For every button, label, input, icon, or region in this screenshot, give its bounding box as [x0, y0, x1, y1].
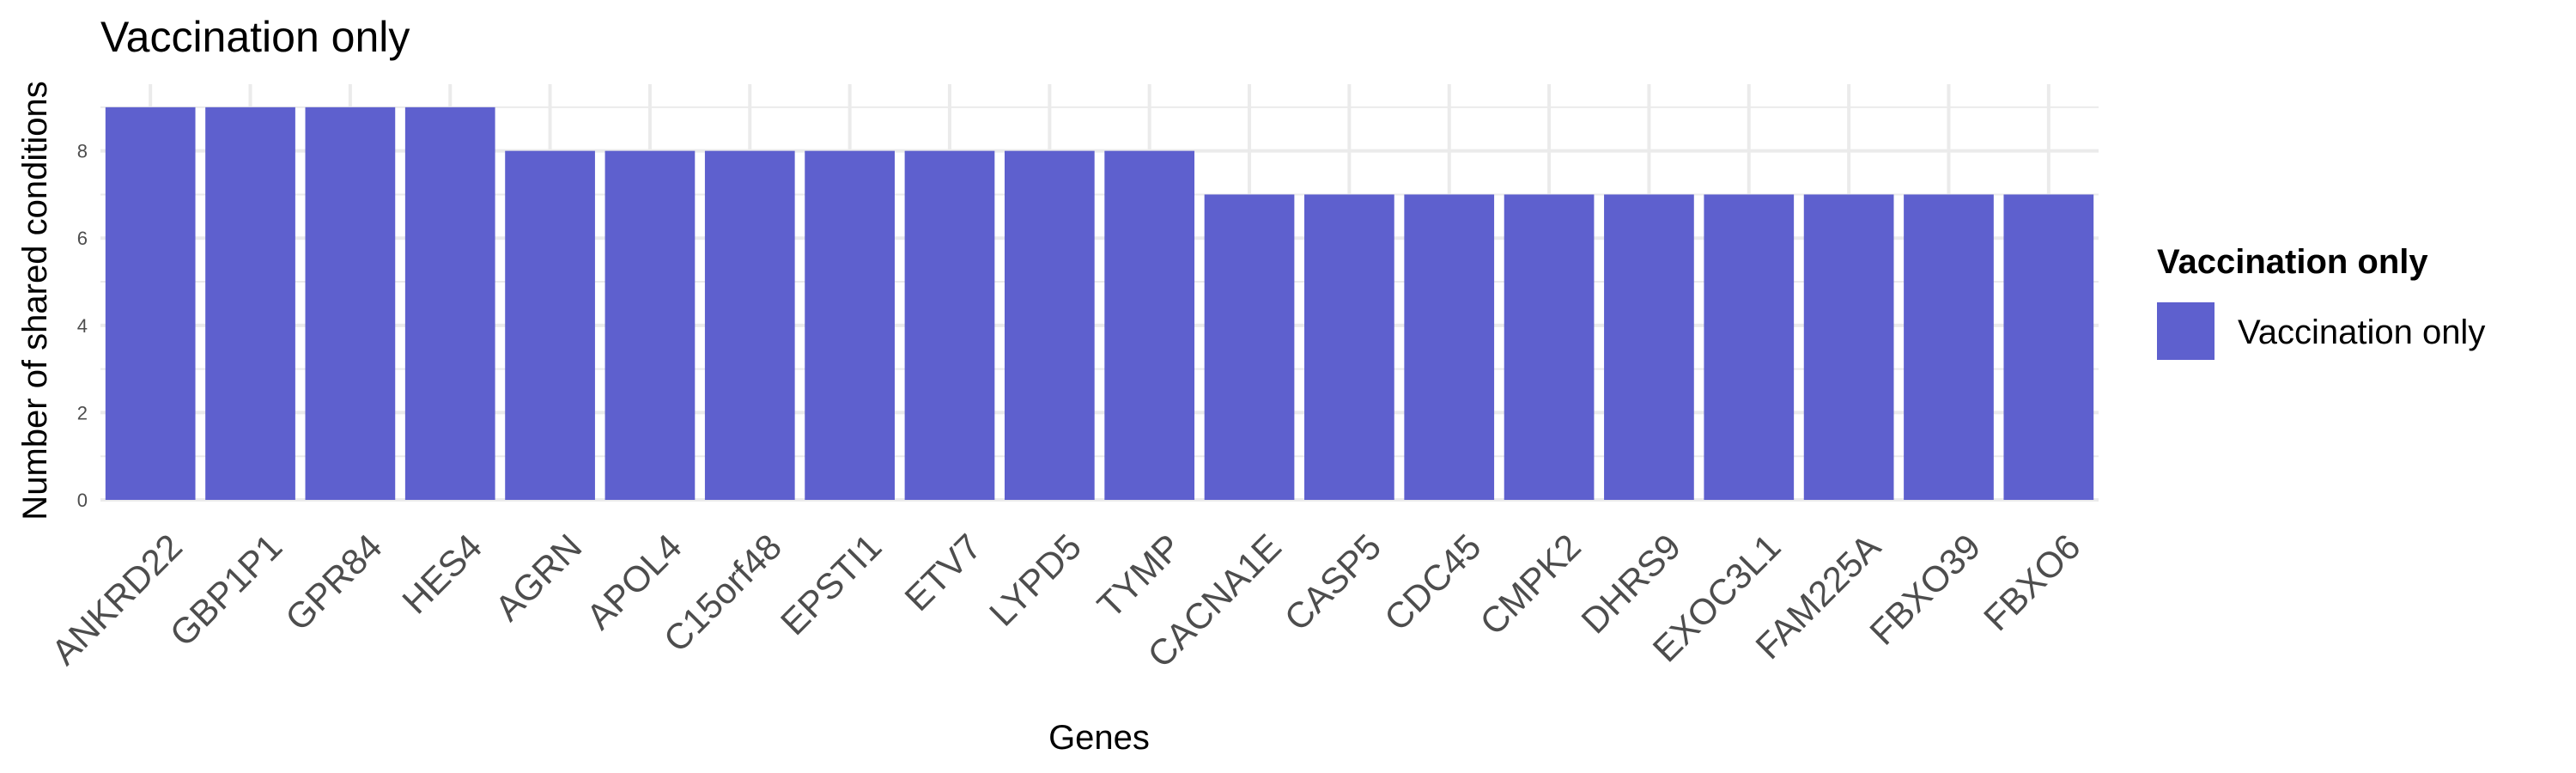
bar-gbp1p1 — [205, 107, 295, 500]
x-tick-label-epsti1: EPSTI1 — [773, 526, 890, 643]
bars-layer — [106, 107, 2093, 500]
y-tick-labels: 0 2 4 6 8 — [77, 141, 88, 511]
x-tick-label-etv7: ETV7 — [896, 526, 989, 619]
y-tick-label: 0 — [77, 490, 88, 511]
bar-fbxo6 — [2003, 194, 2093, 500]
chart-title: Vaccination only — [100, 13, 410, 61]
bar-cmpk2 — [1504, 194, 1595, 500]
x-tick-label-fbxo39: FBXO39 — [1862, 526, 1988, 653]
legend-key-vaccination-only — [2157, 302, 2215, 360]
x-axis-title: Genes — [1048, 719, 1150, 757]
y-tick-label: 2 — [77, 402, 88, 423]
y-axis-title: Number of shared conditions — [16, 81, 54, 520]
x-tick-label-lypd5: LYPD5 — [981, 526, 1089, 634]
bar-cacna1e — [1205, 194, 1295, 500]
bar-lypd5 — [1005, 151, 1095, 500]
bar-exoc3l1 — [1704, 194, 1794, 500]
bar-casp5 — [1304, 194, 1394, 500]
x-tick-label-gbp1p1: GBP1P1 — [162, 526, 290, 654]
legend-label-vaccination-only: Vaccination only — [2238, 313, 2485, 351]
bar-tymp — [1104, 151, 1194, 500]
x-tick-label-ankrd22: ANKRD22 — [44, 526, 190, 673]
x-tick-label-agrn: AGRN — [487, 526, 589, 629]
x-tick-label-casp5: CASP5 — [1277, 526, 1389, 639]
bar-c15orf48 — [705, 151, 795, 500]
x-tick-label-fbxo6: FBXO6 — [1976, 526, 2088, 639]
bar-epsti1 — [805, 151, 895, 500]
bar-ankrd22 — [106, 107, 196, 500]
x-tick-label-cmpk2: CMPK2 — [1472, 526, 1589, 643]
bar-gpr84 — [306, 107, 396, 500]
y-tick-label: 4 — [77, 315, 88, 337]
legend: Vaccination only Vaccination only — [2157, 243, 2485, 360]
bar-fbxo39 — [1904, 194, 1994, 500]
x-tick-label-gpr84: GPR84 — [277, 526, 390, 639]
grid-layer — [100, 84, 2099, 500]
x-tick-label-hes4: HES4 — [394, 526, 489, 622]
y-tick-label: 6 — [77, 228, 88, 249]
bar-dhrs9 — [1604, 194, 1694, 500]
x-tick-label-tymp: TYMP — [1090, 526, 1189, 626]
y-tick-label: 8 — [77, 141, 88, 162]
bar-cdc45 — [1404, 194, 1494, 500]
bar-agrn — [505, 151, 595, 500]
bar-hes4 — [405, 107, 495, 500]
legend-title: Vaccination only — [2157, 243, 2428, 281]
bar-etv7 — [905, 151, 995, 500]
x-tick-label-cdc45: CDC45 — [1376, 526, 1489, 639]
bar-apol4 — [605, 151, 696, 500]
bar-fam225a — [1804, 194, 1894, 500]
